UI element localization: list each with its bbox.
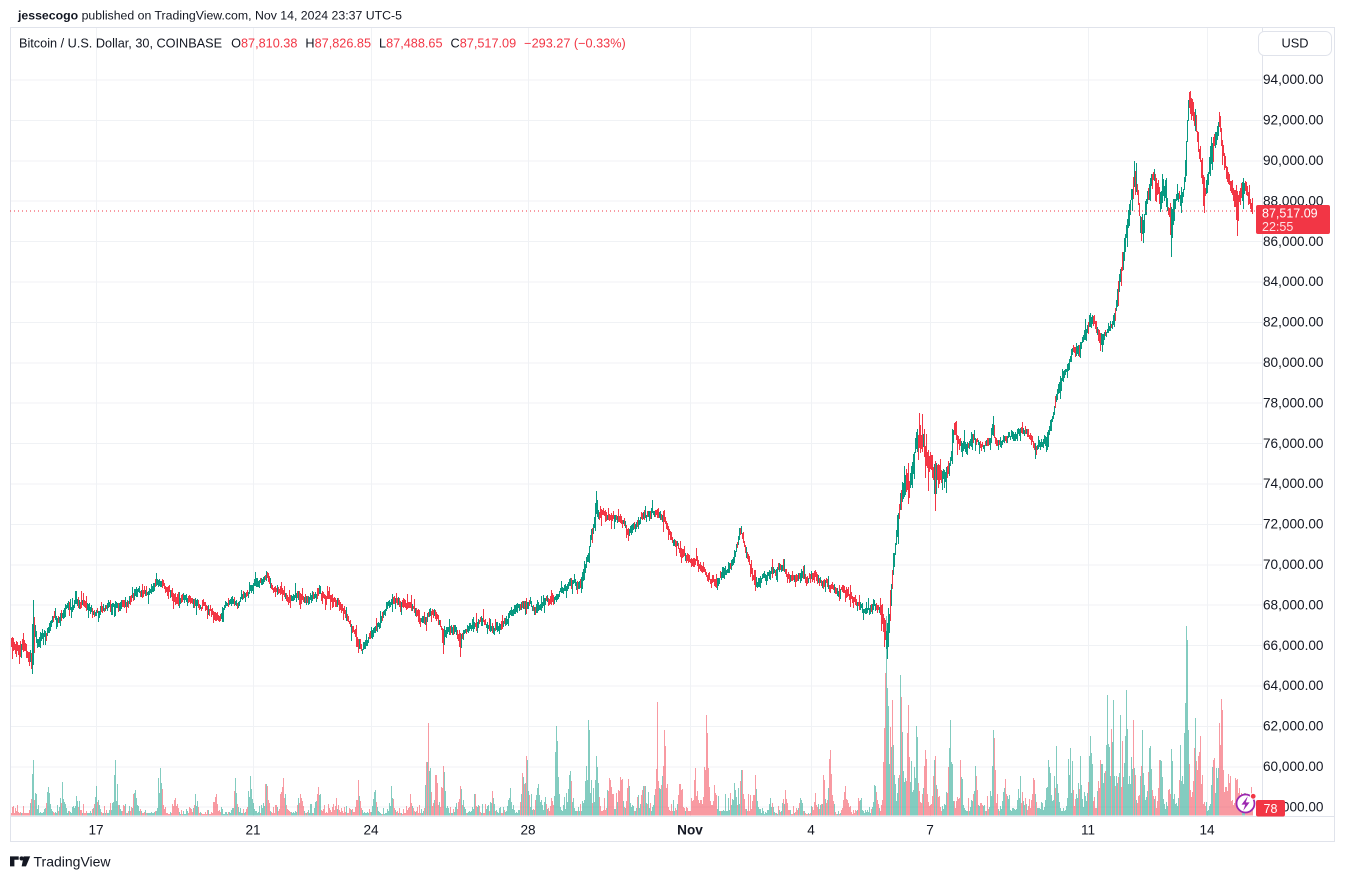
svg-text:Nov: Nov — [677, 823, 703, 838]
svg-text:14: 14 — [1199, 823, 1215, 838]
svg-text:11: 11 — [1081, 823, 1095, 838]
svg-text:70,000.00: 70,000.00 — [1263, 557, 1324, 572]
svg-text:64,000.00: 64,000.00 — [1263, 678, 1324, 693]
svg-text:74,000.00: 74,000.00 — [1263, 476, 1324, 491]
svg-text:72,000.00: 72,000.00 — [1263, 517, 1324, 532]
svg-text:7: 7 — [926, 823, 934, 838]
svg-text:jessecogo published on Trading: jessecogo published on TradingView.com, … — [17, 9, 402, 23]
svg-text:Bitcoin / U.S. Dollar, 30, COI: Bitcoin / U.S. Dollar, 30, COINBASE O87,8… — [19, 37, 626, 51]
svg-text:94,000.00: 94,000.00 — [1263, 72, 1324, 87]
svg-text:24: 24 — [363, 823, 379, 838]
svg-text:TradingView: TradingView — [34, 854, 112, 870]
svg-text:90,000.00: 90,000.00 — [1263, 153, 1324, 168]
svg-text:82,000.00: 82,000.00 — [1263, 315, 1324, 330]
svg-text:78: 78 — [1264, 802, 1278, 816]
svg-text:66,000.00: 66,000.00 — [1263, 638, 1324, 653]
svg-text:84,000.00: 84,000.00 — [1263, 274, 1324, 289]
svg-text:86,000.00: 86,000.00 — [1263, 234, 1324, 249]
svg-text:28: 28 — [520, 823, 535, 838]
svg-text:68,000.00: 68,000.00 — [1263, 597, 1324, 612]
svg-text:87,517.09: 87,517.09 — [1262, 207, 1318, 221]
svg-text:88,000.00: 88,000.00 — [1263, 193, 1324, 208]
svg-text:17: 17 — [88, 823, 103, 838]
svg-text:78,000.00: 78,000.00 — [1263, 395, 1324, 410]
svg-text:80,000.00: 80,000.00 — [1263, 355, 1324, 370]
svg-text:22:55: 22:55 — [1262, 220, 1293, 234]
svg-text:21: 21 — [245, 823, 260, 838]
svg-text:USD: USD — [1281, 36, 1308, 51]
svg-text:62,000.00: 62,000.00 — [1263, 719, 1324, 734]
svg-text:76,000.00: 76,000.00 — [1263, 436, 1324, 451]
svg-text:4: 4 — [807, 823, 815, 838]
svg-text:92,000.00: 92,000.00 — [1263, 113, 1324, 128]
svg-text:60,000.00: 60,000.00 — [1263, 759, 1324, 774]
